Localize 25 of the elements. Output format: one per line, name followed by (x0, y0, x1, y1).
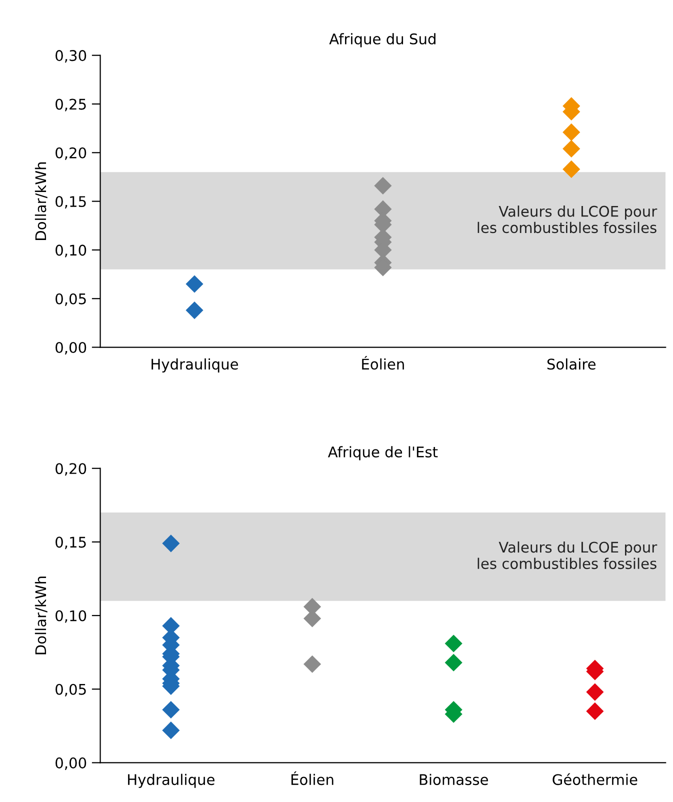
x-tick-label: Hydraulique (128, 774, 214, 788)
y-tick-label: 0,20 (56, 463, 86, 476)
y-tick-label: 0,15 (56, 536, 86, 550)
y-tick-label: 0,05 (56, 684, 86, 696)
band-label: Valeurs du LCOE pour les combustibles fossiles (478, 206, 658, 234)
x-tick-label: Géothermie (552, 773, 638, 786)
y-tick-label: 0,10 (56, 244, 86, 258)
x-tick-label: Hydraulique (152, 358, 238, 372)
y-tick-label: 0,05 (56, 293, 86, 306)
y-axis-title: Dollar/kWh (34, 576, 48, 654)
y-tick-label: 0,00 (56, 757, 86, 770)
x-tick-label: Éolien (362, 356, 404, 370)
x-tick-label: Éolien (291, 771, 334, 786)
y-tick-label: 0,30 (56, 50, 86, 63)
y-tick-label: 0,10 (56, 610, 86, 623)
y-tick-label: 0,25 (56, 98, 86, 112)
x-tick-label: Solaire (547, 358, 596, 370)
chart-title: Afrique de l'Est (328, 446, 438, 460)
y-tick-label: 0,00 (56, 342, 86, 354)
y-axis-title: Dollar/kWh (34, 162, 48, 240)
x-tick-label: Biomasse (420, 774, 488, 786)
chart-title: Afrique du Sud (329, 33, 436, 48)
y-tick-label: 0,15 (56, 196, 86, 209)
band-label: Valeurs du LCOE pour les combustibles fossiles (478, 541, 658, 570)
y-tick-label: 0,20 (56, 147, 86, 160)
